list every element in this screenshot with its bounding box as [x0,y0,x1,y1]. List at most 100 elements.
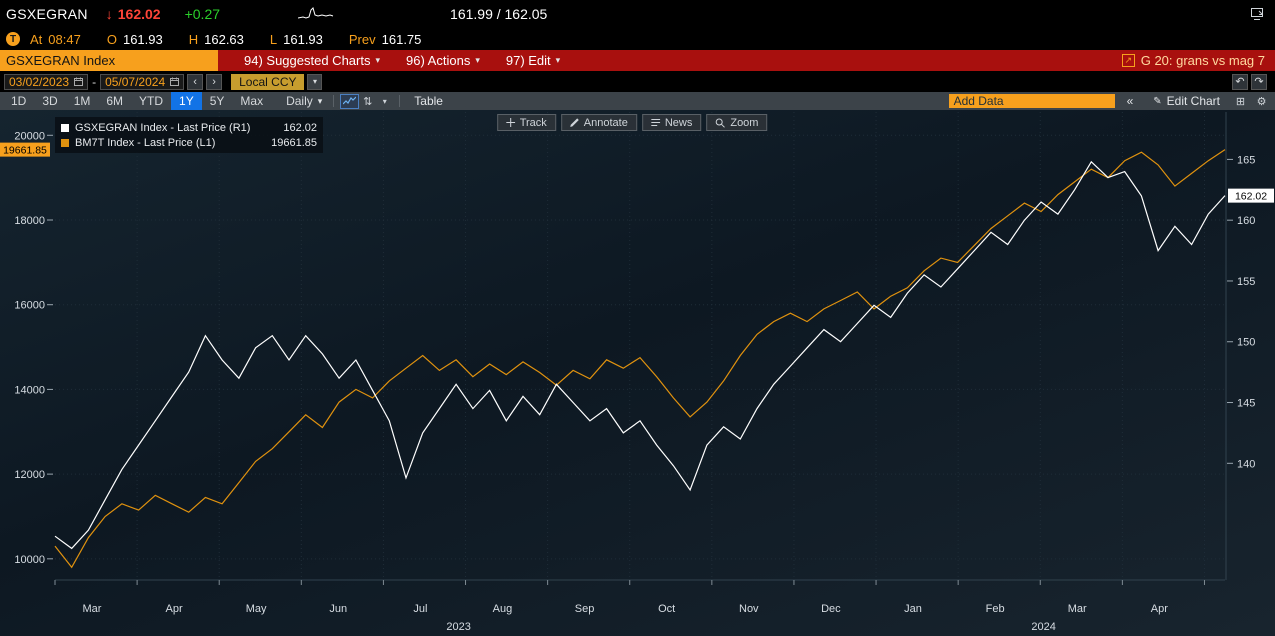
month-label: Aug [493,603,513,615]
at-label: At [30,31,43,47]
open-label: O [106,31,117,47]
compare-button[interactable]: ⇅ [363,95,373,108]
period-tab-max[interactable]: Max [240,94,264,108]
period-tab-6m[interactable]: 6M [106,94,124,108]
low-value: 161.93 [283,31,323,47]
edit-chart-label: Edit Chart [1166,94,1220,108]
chart-tool-news[interactable]: News [641,114,702,131]
menu-label: 96) Actions [406,53,471,68]
right-axis-label: 155 [1237,276,1255,288]
month-label: Apr [165,603,182,615]
settings-button[interactable]: ⚙ [1256,95,1267,108]
function-title-bar: GSXEGRAN Index 94) Suggested Charts ▾ 96… [0,50,1275,71]
period-tab-1d[interactable]: 1D [11,94,27,108]
divider [399,95,401,107]
right-axis-label: 165 [1237,154,1255,166]
year-label: 2023 [446,621,470,633]
right-axis-label: 145 [1237,398,1255,410]
date-from-input[interactable]: 03/02/2023 [4,73,89,90]
low-label: L [269,31,278,47]
date-range-separator: - [92,74,97,89]
sparkline-icon [298,7,334,19]
month-label: Sep [575,603,595,615]
currency-select[interactable]: Local CCY [231,73,305,90]
chart-tool-track[interactable]: Track [496,114,556,131]
menu-label: 97) Edit [505,53,551,68]
toolbar-right-group: Add Data « ✎ Edit Chart ⊞ ⚙ [948,94,1270,109]
caret-down-icon: ▾ [475,55,480,65]
month-label: Jun [329,603,347,615]
calendar-icon [74,77,84,86]
series-bm7t [54,149,1226,569]
legend-swatch [61,123,69,132]
chart-title-group: ↗ G 20: grans vs mag 7 [1121,53,1265,68]
legend-label: GSXEGRAN Index - Last Price (R1) [75,121,251,134]
pencil-icon [569,118,579,127]
price-chart[interactable]: 20000 18000 16000 14000 12000 10000 165 160 155 1… [0,110,1275,636]
line-chart-icon [343,96,357,105]
prev-label: Prev [348,31,376,47]
undo-button[interactable]: ↶ [1232,73,1248,90]
legend-value: 162.02 [283,121,317,134]
period-tab-1m[interactable]: 1M [73,94,91,108]
legend-value: 19661.85 [271,136,317,149]
left-axis-label: 18000 [14,215,45,227]
monitor-icon[interactable] [1249,6,1267,22]
left-axis-marker-label: 19661.85 [3,145,47,157]
left-axis-marker [0,142,50,157]
redo-button[interactable]: ↷ [1251,73,1267,90]
range-back-button[interactable]: ‹ [187,73,204,90]
legend-item[interactable]: GSXEGRAN Index - Last Price (R1) 162.02 [61,120,317,135]
calendar-icon [170,77,180,86]
price-down-arrow-icon: ↓ [105,6,113,22]
right-axis-label: 140 [1237,458,1255,470]
divider [333,95,335,107]
caret-down-icon: ▾ [555,55,561,65]
period-tab-5y[interactable]: 5Y [209,94,225,108]
collapse-button[interactable]: « [1126,94,1134,108]
chart-legend: GSXEGRAN Index - Last Price (R1) 162.02 BM… [55,117,323,153]
chart-area[interactable]: 20000 18000 16000 14000 12000 10000 165 160 155 1… [0,110,1275,636]
security-tab[interactable]: GSXEGRAN Index [0,50,218,71]
pencil-icon: ✎ [1153,95,1162,107]
month-label: Nov [739,603,759,615]
menu-actions[interactable]: 96) Actions ▾ [406,53,480,68]
history-nav: ↶ ↷ [1232,73,1267,90]
left-axis-label: 20000 [14,130,45,142]
table-button[interactable]: Table [406,94,451,109]
period-tab-ytd[interactable]: YTD [139,94,164,108]
high-label: H [188,31,199,47]
left-axis-label: 10000 [14,554,45,566]
right-axis-label: 160 [1237,215,1255,227]
caret-down-icon: ▾ [375,55,380,65]
edit-chart-button[interactable]: ✎ Edit Chart [1145,94,1228,109]
date-to-input[interactable]: 05/07/2024 [100,73,185,90]
month-label: Mar [1068,603,1087,615]
quote-time: 08:47 [48,31,81,47]
month-label: Jul [413,603,427,615]
launch-icon[interactable]: ↗ [1121,54,1135,67]
period-tab-1y[interactable]: 1Y [171,92,202,110]
legend-item[interactable]: BM7T Index - Last Price (L1) 19661.85 [61,135,317,150]
chart-title: G 20: grans vs mag 7 [1140,53,1265,68]
chart-type-caret-button[interactable]: ▾ [382,96,387,106]
add-data-input[interactable]: Add Data [948,94,1115,108]
period-tab-3d[interactable]: 3D [42,94,58,108]
layout-icon-button[interactable]: ⊞ [1235,95,1246,108]
range-forward-button[interactable]: › [206,73,223,90]
chart-tool-annotate[interactable]: Annotate [560,114,637,131]
quote-line-1: GSXEGRAN ↓ 162.02 +0.27 161.99 / 162.05 [0,0,1275,28]
left-axis-label: 16000 [14,300,45,312]
line-chart-type-button[interactable] [340,93,360,109]
menu-edit[interactable]: 97) Edit ▾ [506,53,560,68]
right-axis-label: 150 [1237,337,1255,349]
chart-tool-zoom[interactable]: Zoom [706,114,768,131]
chart-tool-buttons: Track Annotate News Zoom [496,114,768,131]
frequency-select[interactable]: Daily ▾ [281,94,327,108]
currency-caret-button[interactable]: ▾ [307,73,323,90]
menu-suggested-charts[interactable]: 94) Suggested Charts ▾ [244,53,380,68]
last-price: 162.02 [117,6,161,22]
caret-down-icon: ▾ [317,95,323,106]
month-label: May [246,603,267,615]
price-change: +0.27 [184,6,221,22]
